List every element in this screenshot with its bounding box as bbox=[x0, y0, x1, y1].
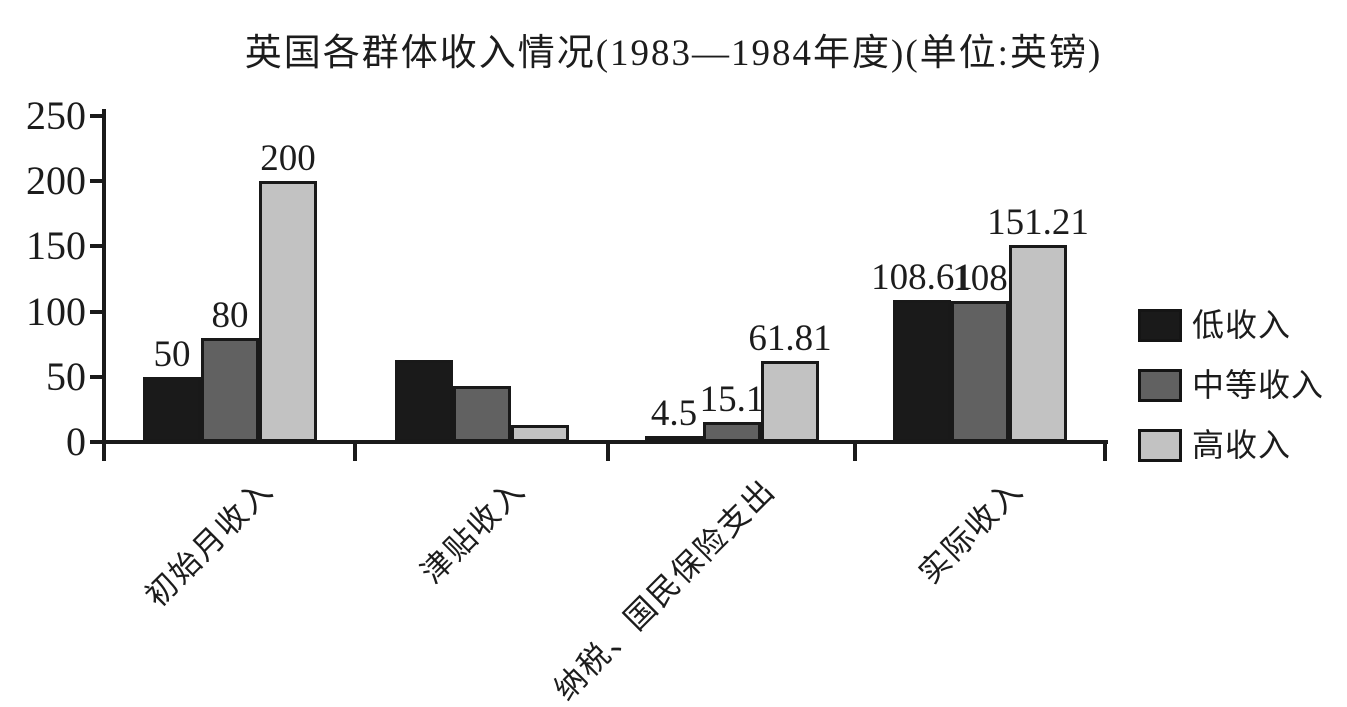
y-axis-tick bbox=[90, 440, 105, 444]
bar-中等收入-实际收入 bbox=[951, 301, 1009, 442]
y-axis-tick bbox=[90, 375, 105, 379]
legend-item: 低收入 bbox=[1138, 308, 1324, 342]
y-tick-label: 50 bbox=[46, 354, 86, 399]
x-axis-tick bbox=[1103, 442, 1107, 461]
bar-value-label: 151.21 bbox=[987, 202, 1089, 243]
category-label: 实际收入 bbox=[911, 472, 1031, 591]
category-label: 纳税、国民保险支出 bbox=[546, 472, 782, 707]
y-axis-tick bbox=[90, 310, 105, 314]
bar-高收入-实际收入 bbox=[1009, 245, 1067, 442]
y-axis-line bbox=[102, 109, 106, 461]
y-axis-tick bbox=[90, 179, 105, 183]
y-axis-tick bbox=[90, 114, 105, 118]
y-tick-label: 150 bbox=[26, 223, 86, 268]
y-axis-tick bbox=[90, 244, 105, 248]
bar-中等收入-初始月收入 bbox=[201, 338, 259, 442]
bar-value-label: 200 bbox=[260, 138, 316, 179]
bar-chart-figure: 英国各群体收入情况(1983—1984年度)(单位:英镑) 0 50 100 150 2… bbox=[26, 33, 1324, 707]
legend-label: 高收入 bbox=[1192, 427, 1292, 463]
legend-item: 高收入 bbox=[1138, 428, 1324, 462]
bar-value-label: 15.1 bbox=[699, 379, 765, 420]
category-label: 初始月收入 bbox=[138, 472, 281, 614]
legend: 低收入中等收入高收入 bbox=[1138, 308, 1324, 462]
bar-低收入-实际收入 bbox=[893, 300, 951, 442]
y-tick-label: 200 bbox=[26, 158, 86, 203]
category-label: 津贴收入 bbox=[413, 472, 532, 591]
bar-中等收入-纳税、国民保险支出 bbox=[703, 422, 761, 442]
bar-低收入-初始月收入 bbox=[143, 377, 201, 442]
legend-swatch-icon bbox=[1138, 428, 1182, 462]
bar-value-label: 61.81 bbox=[748, 318, 832, 359]
x-axis-line bbox=[90, 440, 1108, 444]
legend-item: 中等收入 bbox=[1138, 368, 1324, 402]
x-axis-tick bbox=[353, 442, 357, 461]
y-tick-label: 250 bbox=[26, 93, 86, 138]
bar-value-label: 108 bbox=[952, 258, 1008, 299]
bar-value-label: 108.61 bbox=[871, 257, 973, 298]
legend-swatch-icon bbox=[1138, 308, 1182, 342]
bar-value-label: 50 bbox=[153, 334, 191, 375]
x-axis-tick bbox=[853, 442, 857, 461]
x-axis-tick bbox=[606, 442, 610, 461]
bar-value-label: 80 bbox=[211, 295, 249, 336]
bar-value-label: 4.5 bbox=[650, 393, 698, 434]
chart-title: 英国各群体收入情况(1983—1984年度)(单位:英镑) bbox=[244, 33, 1103, 74]
bar-中等收入-津贴收入 bbox=[453, 386, 511, 442]
bar-高收入-初始月收入 bbox=[259, 181, 317, 442]
plot-area: 0 50 100 150 200 250 50 80 200 初始月收入 津贴收入 4.5 15.1 61… bbox=[26, 93, 1108, 707]
legend-label: 低收入 bbox=[1192, 307, 1292, 343]
y-tick-label: 100 bbox=[26, 289, 86, 334]
legend-swatch-icon bbox=[1138, 368, 1182, 402]
bar-高收入-津贴收入 bbox=[511, 425, 569, 442]
bar-低收入-纳税、国民保险支出 bbox=[645, 436, 703, 442]
bar-高收入-纳税、国民保险支出 bbox=[761, 361, 819, 442]
y-tick-label: 0 bbox=[66, 419, 86, 464]
legend-label: 中等收入 bbox=[1192, 367, 1325, 403]
bar-低收入-津贴收入 bbox=[395, 360, 453, 442]
